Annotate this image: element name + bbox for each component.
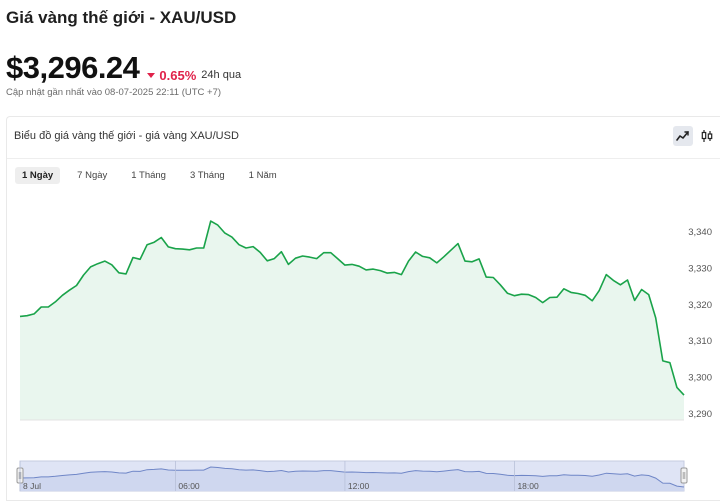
y-tick-label: 3,290 [688, 409, 712, 420]
line-chart-button[interactable] [673, 126, 693, 146]
price-change-value: 0.65% [159, 68, 197, 83]
price-change: 0.65% [147, 68, 196, 83]
price-area-fill [20, 221, 684, 420]
y-tick-label: 3,340 [688, 227, 712, 238]
y-tick-label: 3,320 [688, 300, 712, 311]
candlestick-chart-button[interactable] [697, 126, 717, 146]
last-updated: Cập nhật gần nhất vào 08-07-2025 22:11 (… [6, 87, 222, 98]
caret-down-icon [147, 73, 156, 78]
navigator-series-line [19, 466, 685, 488]
tab-1-year[interactable]: 1 Năm [248, 170, 277, 181]
y-tick-label: 3,300 [688, 373, 712, 384]
navigator-right-handle[interactable] [680, 467, 688, 484]
chart-title: Biểu đồ giá vàng thế giới - giá vàng XAU… [14, 130, 239, 142]
tab-1-month[interactable]: 1 Tháng [131, 170, 166, 181]
x-tick-label: 8 Jul [23, 481, 41, 491]
y-tick-label: 3,330 [688, 263, 712, 274]
page-title: Giá vàng thế giới - XAU/USD [6, 8, 237, 27]
x-tick-label: 12:00 [348, 481, 370, 491]
price-row: $3,296.24 0.65% 24h qua [6, 50, 241, 86]
change-period: 24h qua [201, 69, 242, 81]
price-series-line[interactable] [19, 220, 685, 396]
navigator-area [20, 467, 684, 491]
tab-3-months[interactable]: 3 Tháng [189, 170, 225, 181]
line-chart-icon [676, 131, 689, 141]
y-tick-label: 3,310 [688, 336, 712, 347]
current-price: $3,296.24 [6, 50, 140, 85]
range-tabs: 1 Ngày 7 Ngày 1 Tháng 3 Tháng 1 Năm [15, 167, 294, 184]
tab-7-days[interactable]: 7 Ngày [77, 170, 108, 181]
chart-card: Biểu đồ giá vàng thế giới - giá vàng XAU… [6, 116, 720, 501]
card-header-divider [7, 158, 720, 159]
x-tick-label: 06:00 [178, 481, 200, 491]
candlestick-icon [701, 130, 713, 142]
x-tick-label: 18:00 [517, 481, 539, 491]
tab-1-day[interactable]: 1 Ngày [15, 167, 61, 184]
